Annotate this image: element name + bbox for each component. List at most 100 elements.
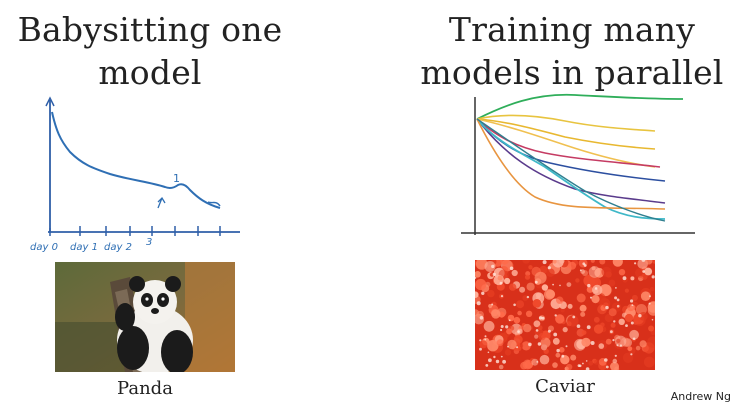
caviar-bead <box>552 260 557 264</box>
caviar-photo <box>475 260 655 370</box>
caviar-bead <box>522 260 530 264</box>
caviar-highlight <box>479 347 482 351</box>
caviar-highlight <box>642 270 646 273</box>
caviar-bead <box>588 360 594 366</box>
caviar-bead <box>614 335 627 347</box>
caviar-bead <box>593 324 604 334</box>
caviar-highlight <box>528 342 532 347</box>
caviar-bead <box>504 349 512 356</box>
caviar-highlight <box>500 325 504 328</box>
caviar-highlight <box>556 348 560 353</box>
caviar-bead <box>511 269 518 277</box>
caviar-highlight <box>516 346 519 349</box>
caviar-highlight <box>547 329 551 333</box>
caviar-bead <box>605 338 612 345</box>
left-axis-label-0: day 0 <box>30 242 58 253</box>
caviar-highlight <box>594 287 598 290</box>
caviar-highlight <box>476 301 481 306</box>
caviar-highlight <box>615 287 617 289</box>
caviar-bead <box>640 291 651 301</box>
caviar-highlight <box>585 367 590 370</box>
caviar-highlight <box>625 324 628 327</box>
left-axis-label-1: day 1 <box>70 242 98 253</box>
left-y-axis-arrow <box>45 96 55 107</box>
caviar-bead <box>591 295 600 304</box>
caviar-bead <box>491 309 501 319</box>
left-x-ticks <box>49 226 221 236</box>
right-title: Training many models in parallel <box>405 8 739 94</box>
caviar-highlight <box>499 281 503 285</box>
right-title-line-1: Training many <box>448 10 696 49</box>
caviar-highlight <box>536 361 539 363</box>
caviar-bead <box>599 260 606 265</box>
caviar-highlight <box>495 359 500 364</box>
caviar-highlight <box>604 358 608 362</box>
caviar-highlight <box>616 298 620 302</box>
caviar-bead <box>475 309 479 317</box>
caviar-highlight <box>649 295 651 298</box>
caviar-bead <box>608 308 617 317</box>
caviar-bead <box>649 286 655 292</box>
caviar-highlight <box>492 272 496 276</box>
caviar-highlight <box>479 339 482 342</box>
caviar-bead <box>533 320 541 328</box>
caviar-bead <box>566 282 572 287</box>
caviar-bead <box>555 352 561 358</box>
caviar-highlight <box>585 360 588 362</box>
caviar-bead <box>483 320 495 332</box>
caviar-highlight <box>484 338 487 341</box>
caviar-bead <box>594 359 600 365</box>
caviar-highlight <box>616 304 620 308</box>
caviar-bead <box>504 277 511 285</box>
left-axis-label-2: day 2 <box>104 242 132 253</box>
caviar-highlight <box>587 283 591 288</box>
caviar-bead <box>497 275 503 281</box>
caviar-highlight <box>565 345 568 348</box>
caviar-highlight <box>484 335 487 338</box>
caviar-highlight <box>485 364 489 367</box>
caviar-bead <box>579 304 587 312</box>
caviar-bead <box>538 332 546 341</box>
caviar-bead <box>517 310 522 316</box>
caviar-bead <box>645 260 653 265</box>
caviar-bead <box>546 268 555 277</box>
caviar-highlight <box>572 315 576 319</box>
caviar-highlight <box>488 358 492 363</box>
caviar-bead <box>475 271 481 278</box>
caviar-bead <box>485 281 491 287</box>
caviar-highlight <box>500 295 504 298</box>
caviar-highlight <box>507 345 509 348</box>
caviar-bead <box>610 322 616 328</box>
caviar-bead <box>516 300 525 309</box>
caviar-bead <box>575 278 580 283</box>
caviar-bead <box>581 337 591 347</box>
caviar-bead <box>586 286 594 293</box>
caviar-highlight <box>630 353 633 356</box>
caviar-bead <box>507 314 515 322</box>
caviar-bead <box>631 294 638 301</box>
caviar-bead <box>639 311 648 321</box>
caviar-highlight <box>500 328 503 332</box>
caviar-bead <box>559 260 565 264</box>
caviar-bead <box>616 338 621 343</box>
caviar-highlight <box>577 364 581 367</box>
caviar-bead <box>552 337 560 345</box>
caviar-highlight <box>631 304 634 306</box>
caviar-bead <box>627 346 633 352</box>
caviar-highlight <box>505 325 509 329</box>
caviar-bead <box>644 267 653 276</box>
caviar-bead <box>555 314 565 324</box>
caviar-highlight <box>553 332 558 337</box>
right-curve-purple <box>476 118 666 204</box>
caviar-highlight <box>632 337 636 341</box>
caviar-highlight <box>537 342 542 346</box>
right-curve-teal <box>476 118 666 222</box>
caviar-highlight <box>582 362 584 365</box>
caviar-bead <box>487 340 499 352</box>
caviar-highlight <box>559 284 561 287</box>
caviar-bead <box>648 325 655 332</box>
caviar-highlight <box>538 316 543 320</box>
caviar-highlight <box>542 260 547 265</box>
caviar-highlight <box>576 324 581 328</box>
caviar-bead <box>570 354 577 361</box>
